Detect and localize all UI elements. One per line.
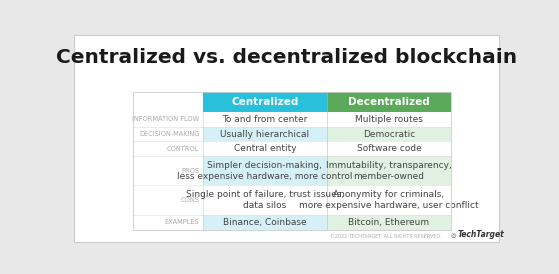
Text: Centralized: Centralized	[231, 97, 299, 107]
Bar	[327, 112, 451, 127]
Text: Centralized vs. decentralized blockchain: Centralized vs. decentralized blockchain	[56, 48, 517, 67]
Text: ◎: ◎	[450, 233, 456, 238]
Text: Central entity: Central entity	[234, 144, 296, 153]
Text: Binance, Coinbase: Binance, Coinbase	[223, 218, 307, 227]
Text: CONS: CONS	[181, 197, 199, 203]
Bar	[203, 215, 327, 230]
Text: Bitcoin, Ethereum: Bitcoin, Ethereum	[348, 218, 429, 227]
Text: Simpler decision-making,
less expensive hardware, more control: Simpler decision-making, less expensive …	[177, 161, 353, 181]
Text: Software code: Software code	[357, 144, 421, 153]
Text: INFORMATION FLOW: INFORMATION FLOW	[132, 116, 199, 122]
Bar	[203, 112, 327, 127]
Bar	[203, 141, 327, 156]
Bar	[203, 127, 327, 141]
Text: DECISION-MAKING: DECISION-MAKING	[139, 131, 199, 137]
Bar	[132, 141, 203, 156]
Text: PROS: PROS	[181, 168, 199, 174]
Text: Multiple routes: Multiple routes	[355, 115, 423, 124]
Bar	[327, 141, 451, 156]
Text: Decentralized: Decentralized	[348, 97, 430, 107]
Text: Single point of failure, trust issues,
data silos: Single point of failure, trust issues, d…	[186, 190, 344, 210]
Bar	[132, 127, 203, 141]
Bar	[327, 92, 451, 112]
Text: Usually hierarchical: Usually hierarchical	[220, 130, 309, 139]
Bar	[327, 127, 451, 141]
Text: ©2022 TECHTARGET. ALL RIGHTS RESERVED.: ©2022 TECHTARGET. ALL RIGHTS RESERVED.	[330, 234, 442, 239]
Bar	[132, 92, 451, 230]
Text: TechTarget: TechTarget	[458, 230, 504, 239]
Text: To and from center: To and from center	[222, 115, 307, 124]
Bar	[327, 185, 451, 215]
Text: Immutability, transparency,
member-owned: Immutability, transparency, member-owned	[326, 161, 452, 181]
Bar	[132, 112, 203, 127]
Bar	[132, 156, 203, 185]
Text: Democratic: Democratic	[363, 130, 415, 139]
Bar	[203, 92, 327, 112]
Text: Anonymity for criminals,
more expensive hardware, user conflict: Anonymity for criminals, more expensive …	[299, 190, 479, 210]
Text: EXAMPLES: EXAMPLES	[165, 219, 199, 225]
Bar	[203, 185, 327, 215]
Text: CONTROL: CONTROL	[167, 146, 199, 152]
Bar	[132, 185, 203, 215]
Bar	[203, 156, 327, 185]
Bar	[327, 156, 451, 185]
Bar	[132, 215, 203, 230]
Bar	[327, 215, 451, 230]
